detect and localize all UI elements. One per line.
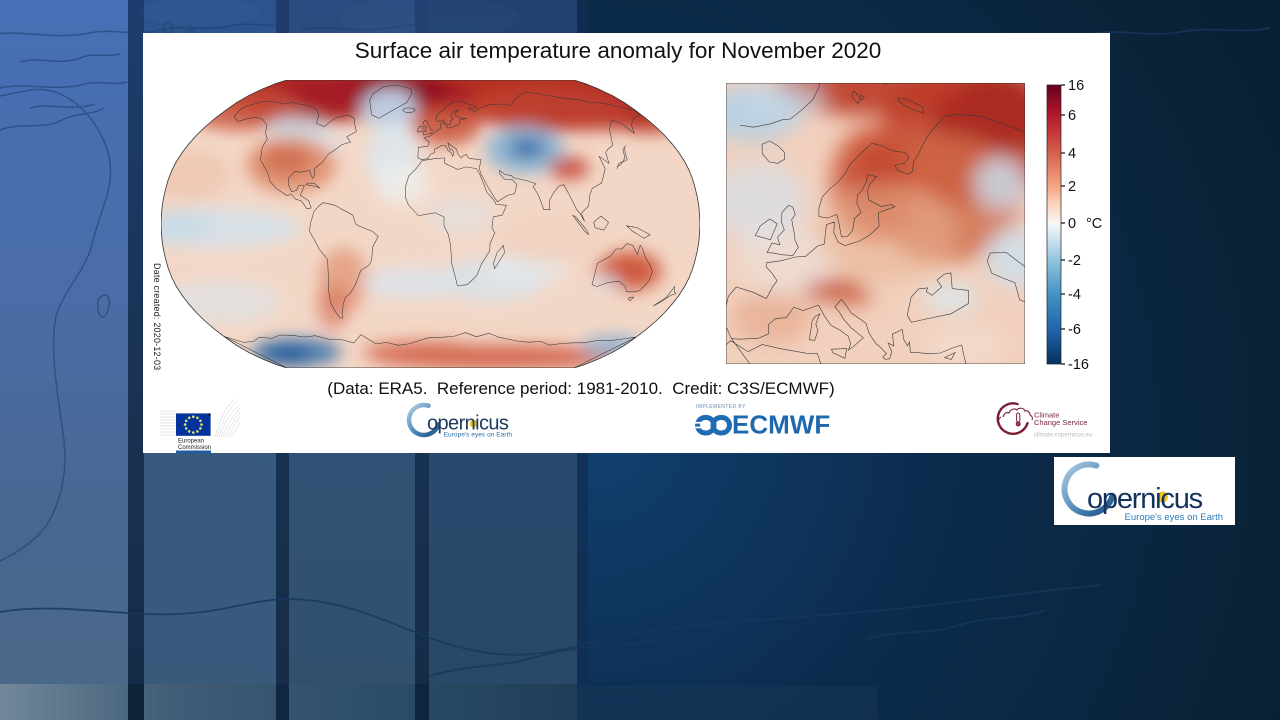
svg-text:ECMWF: ECMWF (732, 410, 830, 440)
svg-text:opernicus: opernicus (427, 413, 509, 435)
svg-text:-16: -16 (1068, 357, 1089, 372)
svg-text:Climate: Climate (1034, 410, 1059, 419)
svg-text:-4: -4 (1068, 287, 1081, 303)
svg-text:Change Service: Change Service (1034, 418, 1087, 427)
svg-text:opernicus: opernicus (1087, 483, 1203, 515)
svg-text:Commission: Commission (178, 445, 211, 451)
svg-text:0: 0 (1068, 216, 1076, 232)
svg-text:6: 6 (1068, 108, 1076, 124)
svg-text:-2: -2 (1068, 253, 1081, 269)
svg-text:-6: -6 (1068, 322, 1081, 338)
svg-text:2: 2 (1068, 179, 1076, 195)
svg-text:European: European (178, 439, 204, 445)
svg-text:Europe's eyes on Earth: Europe's eyes on Earth (444, 432, 513, 439)
svg-text:IMPLEMENTED BY: IMPLEMENTED BY (696, 404, 746, 410)
svg-text:16: 16 (1068, 80, 1084, 94)
svg-text:Europe's eyes on Earth: Europe's eyes on Earth (1125, 512, 1223, 523)
svg-text:4: 4 (1068, 146, 1076, 162)
svg-text:°C: °C (1086, 216, 1102, 232)
svg-text:climate.copernicus.eu: climate.copernicus.eu (1034, 433, 1092, 439)
